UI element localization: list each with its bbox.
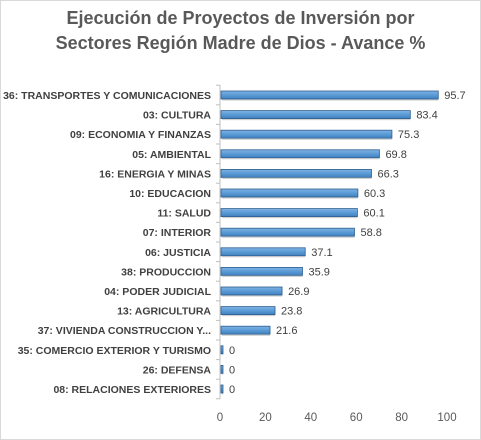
category-label: 06: JUSTICIA xyxy=(145,247,211,259)
value-label: 21.6 xyxy=(276,325,297,337)
chart-title-line-1: Ejecución de Proyectos de Inversión por xyxy=(66,8,415,28)
value-label: 26.9 xyxy=(288,286,309,298)
category-label: 38: PRODUCCION xyxy=(121,266,211,278)
category-label: 37: VIVIENDA CONSTRUCCION Y... xyxy=(38,325,211,337)
value-label: 60.1 xyxy=(363,208,384,220)
value-label: 37.1 xyxy=(311,247,332,259)
bar xyxy=(220,345,224,355)
value-label: 69.8 xyxy=(385,149,406,161)
category-label: 04: PODER JUDICIAL xyxy=(104,286,211,298)
value-label: 35.9 xyxy=(308,266,329,278)
category-label: 26: DEFENSA xyxy=(143,364,212,376)
x-tick-label: 100 xyxy=(437,412,456,424)
bar xyxy=(220,90,439,100)
value-label: 0 xyxy=(229,384,235,396)
bar xyxy=(220,188,359,198)
value-label: 95.7 xyxy=(444,90,465,102)
category-label: 36: TRANSPORTES Y COMUNICACIONES xyxy=(3,90,211,102)
bar xyxy=(220,247,306,257)
bar xyxy=(220,149,380,159)
category-label: 03: CULTURA xyxy=(143,110,211,122)
category-label: 08: RELACIONES EXTERIORES xyxy=(53,384,211,396)
bar xyxy=(220,286,283,296)
value-label: 75.3 xyxy=(398,129,419,141)
bar xyxy=(220,227,355,237)
category-label: 11: SALUD xyxy=(157,208,211,220)
category-label: 07: INTERIOR xyxy=(143,227,212,239)
category-label: 16: ENERGIA Y MINAS xyxy=(99,168,211,180)
category-label: 13: AGRICULTURA xyxy=(117,306,211,318)
value-label: 83.4 xyxy=(416,110,437,122)
chart-title: Ejecución de Proyectos de Inversión por … xyxy=(0,6,481,56)
value-label: 23.8 xyxy=(281,306,302,318)
x-tick-label: 0 xyxy=(217,412,223,424)
value-label: 60.3 xyxy=(364,188,385,200)
bar xyxy=(220,266,303,276)
x-tick-label: 60 xyxy=(350,412,363,424)
bar xyxy=(220,110,411,119)
bar xyxy=(220,325,271,335)
x-tick-label: 40 xyxy=(304,412,317,424)
category-label: 05: AMBIENTAL xyxy=(132,149,211,161)
category-label: 09: ECONOMIA Y FINANZAS xyxy=(70,129,211,141)
value-label: 0 xyxy=(229,364,235,376)
value-label: 58.8 xyxy=(360,227,381,239)
bar xyxy=(220,208,358,218)
category-label: 35: COMERCIO EXTERIOR Y TURISMO xyxy=(18,345,211,357)
bar xyxy=(220,364,224,374)
value-label: 66.3 xyxy=(378,168,399,180)
bar xyxy=(220,168,372,178)
value-label: 0 xyxy=(229,345,235,357)
bar xyxy=(220,129,393,139)
category-label: 10: EDUCACION xyxy=(129,188,211,200)
bar xyxy=(220,384,224,394)
bar xyxy=(220,306,276,316)
chart-title-line-2: Sectores Región Madre de Dios - Avance % xyxy=(55,33,426,53)
x-tick-label: 20 xyxy=(259,412,272,424)
x-tick-label: 80 xyxy=(395,412,408,424)
